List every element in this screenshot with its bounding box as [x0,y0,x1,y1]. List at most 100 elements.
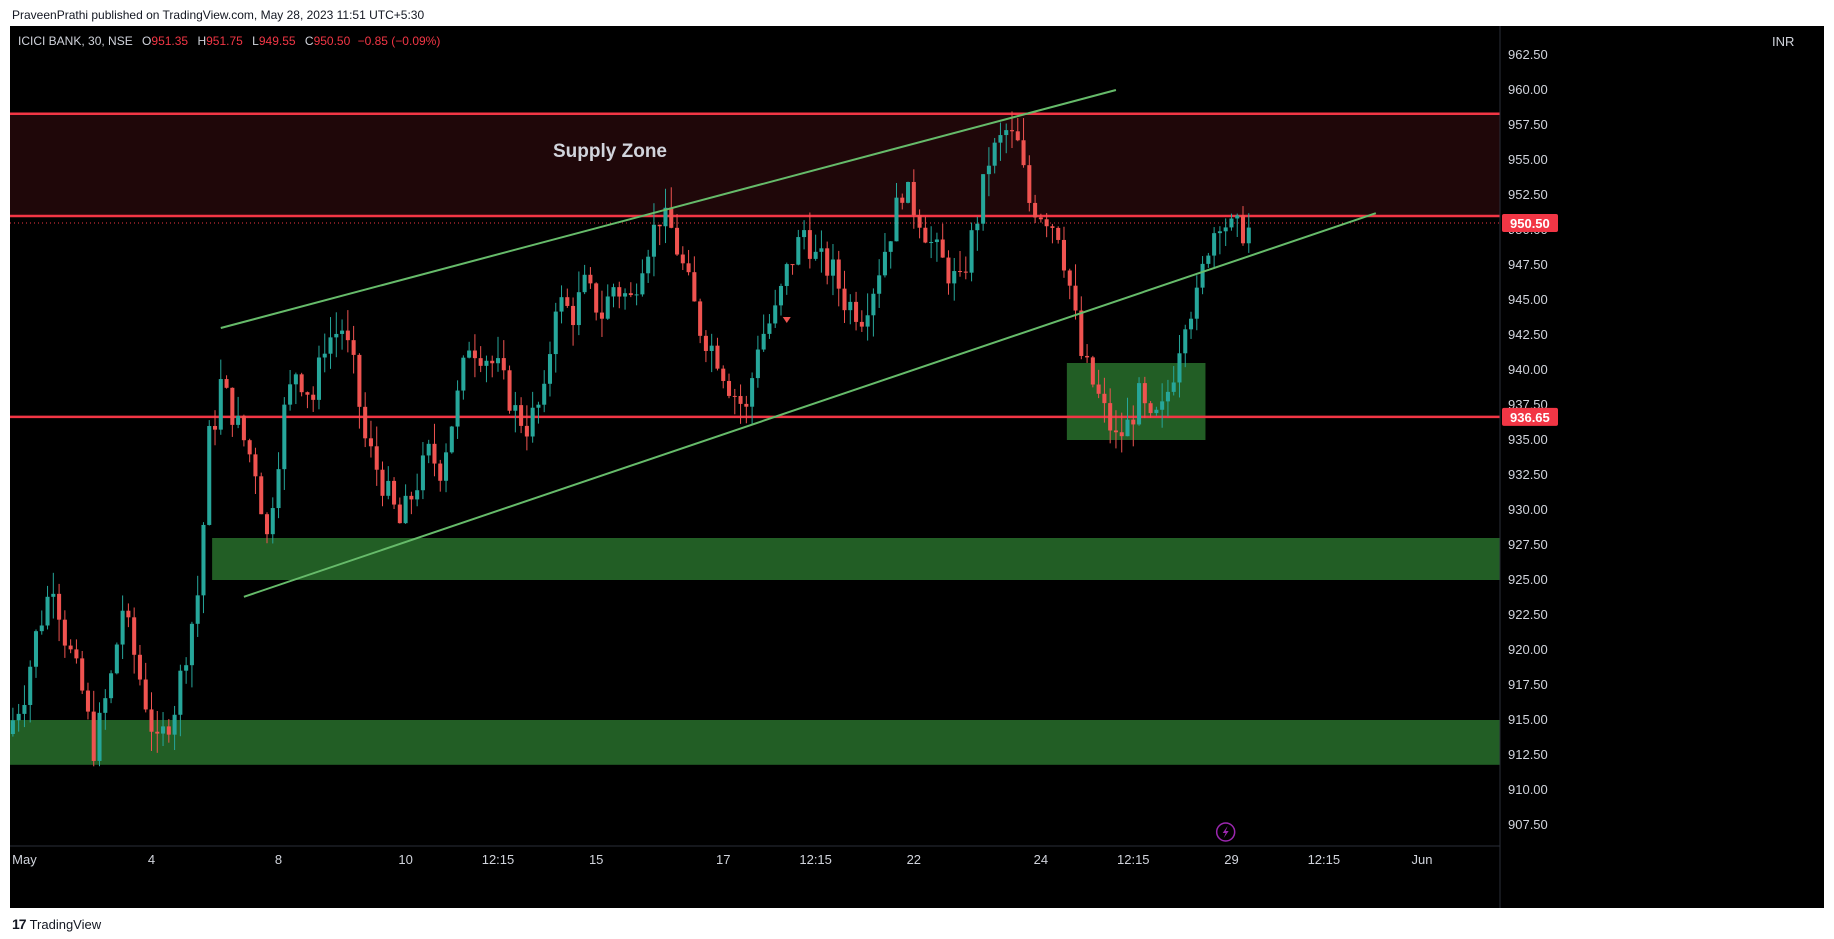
candle-body [334,333,339,338]
candle-body [1044,219,1049,227]
time-tick-label: 12:15 [1117,852,1150,867]
candle-body [386,480,391,496]
price-line-badge-bg [1502,407,1558,426]
candle-body [293,374,298,385]
trendlines-layer [220,89,1377,598]
candle-body [923,227,928,243]
candle-body [1194,287,1199,319]
candle-body [1217,231,1222,234]
price-tick-label: 935.00 [1508,432,1548,447]
candle-body [288,384,293,405]
markers-layer [782,317,1236,842]
candle-body [345,330,350,341]
candle-body [559,297,564,312]
candle-body [1137,383,1142,425]
candle-body [854,301,859,322]
candle-body [282,404,287,470]
price-tick-label: 947.50 [1508,257,1548,272]
candle-body [97,712,102,761]
candle-body [166,726,171,735]
candle-body [1067,270,1072,286]
candle-body [45,596,50,626]
candle-body [830,259,835,276]
candle-body [472,350,477,359]
candle-body [986,165,991,175]
zone-1 [212,538,1500,580]
candle-body [33,631,39,667]
candle-body [368,438,373,447]
candle-body [409,495,414,500]
candle-body [1090,357,1095,385]
candle-body [74,649,79,659]
candle-body [1108,403,1113,431]
candle-body [478,358,483,366]
candle-body [836,259,841,289]
candle-body [224,379,229,388]
zones-layer: Supply Zone [10,113,1500,765]
candle-body [1165,391,1170,402]
candle-body [495,358,501,364]
candle-body [957,271,963,273]
candle-body [10,720,15,734]
candle-body [397,504,402,524]
candle-body [1073,285,1078,311]
candle-body [155,731,160,734]
candle-body [929,242,934,244]
candle-body [403,495,408,524]
candle-body [703,335,708,351]
price-tick-label: 927.50 [1508,537,1548,552]
candle-body [114,644,119,674]
price-tick-label: 910.00 [1508,782,1548,797]
candle-body [438,463,443,481]
candle-body [1160,401,1165,410]
candle-body [599,312,604,319]
trendline-0 [220,89,1117,329]
candle-body [623,293,628,297]
candle-body [1096,384,1101,394]
candle-body [357,354,362,407]
candle-body [241,415,246,441]
candle-body [571,305,576,326]
candle-body [85,690,90,712]
candle-body [640,273,645,295]
candle-body [178,670,183,715]
candle-body [744,403,749,407]
candle-body [22,704,27,714]
time-tick-label: 4 [148,852,155,867]
candle-body [692,272,697,302]
candle-body [51,593,56,597]
candle-body [646,256,651,274]
time-tick-label: 17 [716,852,730,867]
low-label: L [252,34,259,48]
candle-body [455,390,460,427]
candle-body [1154,409,1159,414]
price-tick-label: 942.50 [1508,327,1548,342]
candle-body [91,711,96,761]
currency-label[interactable]: INR [1772,34,1795,49]
price-tick-label: 955.00 [1508,152,1548,167]
time-tick-label: 12:15 [799,852,832,867]
candle-body [1246,227,1251,244]
candle-body [236,415,241,425]
time-tick-label: 15 [589,852,603,867]
candle-body [1038,217,1043,220]
candle-body [1102,393,1107,404]
zone-3 [1066,363,1206,440]
candle-body [137,654,142,680]
candle-body [1142,383,1147,404]
candle-body [432,443,437,464]
low-value: 949.55 [258,34,296,48]
time-tick-label: 29 [1224,852,1238,867]
candle-body [374,446,379,470]
candle-body [1033,202,1038,218]
candle-body [842,288,847,311]
candle-body [524,425,529,437]
candle-body [848,301,853,311]
candle-body [120,610,125,645]
candle-body [992,142,997,166]
candlestick-chart[interactable]: Supply Zone 962.50 960.00 957.50 955.00 952.… [10,26,1824,908]
candle-body [917,215,922,228]
chart-pane[interactable]: Supply Zone 962.50 960.00 957.50 955.00 952.… [10,26,1824,908]
candle-body [1021,140,1026,166]
candle-body [726,380,732,396]
